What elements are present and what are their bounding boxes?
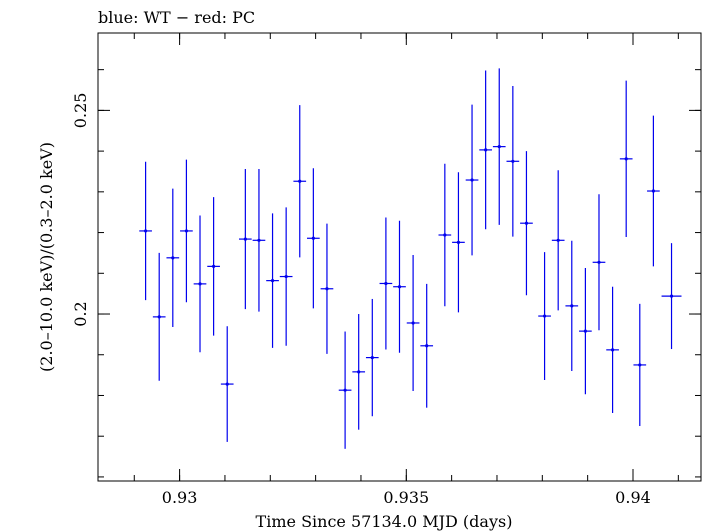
chart-title: blue: WT − red: PC (98, 8, 255, 27)
point-marker (357, 370, 361, 374)
point-marker (325, 287, 329, 291)
data-point (393, 220, 406, 353)
point-marker (343, 388, 347, 392)
point-marker (411, 321, 415, 325)
x-tick-label: 0.93 (162, 488, 198, 507)
data-point (180, 159, 193, 303)
data-point (492, 68, 506, 225)
point-marker (257, 238, 261, 242)
data-point (320, 223, 334, 354)
point-marker (157, 315, 161, 319)
data-point (551, 170, 565, 311)
data-point (379, 217, 393, 350)
data-point (520, 151, 533, 296)
x-axis-label: Time Since 57134.0 MJD (days) (256, 512, 513, 531)
plot-frame (97, 32, 702, 482)
point-marker (542, 314, 547, 318)
point-marker (583, 329, 587, 333)
point-marker (384, 281, 388, 286)
data-point (579, 267, 592, 395)
data-point (592, 194, 606, 331)
point-marker (171, 256, 175, 260)
data-point (438, 163, 452, 307)
point-marker (425, 344, 429, 348)
data-point (279, 207, 293, 346)
point-marker (198, 282, 202, 286)
y-axis-label: (2.0–10.0 keV)/(0.3–2.0 keV) (37, 142, 56, 372)
point-marker (651, 189, 655, 193)
point-marker (511, 159, 515, 163)
point-marker (556, 238, 560, 242)
data-point (220, 326, 234, 442)
data-point (352, 314, 366, 430)
point-marker (212, 264, 216, 268)
data-point (252, 169, 266, 312)
data-point (207, 197, 220, 336)
data-point (465, 104, 479, 256)
data-point (452, 172, 465, 313)
point-marker (497, 145, 501, 149)
point-marker (243, 237, 247, 241)
data-point (479, 70, 492, 230)
point-marker (484, 148, 488, 152)
data-point (565, 240, 579, 372)
point-marker (370, 355, 374, 360)
major-ticks (98, 33, 701, 481)
data-point (633, 303, 647, 427)
data-point (606, 286, 619, 413)
data-point (338, 331, 352, 449)
data-point (266, 213, 279, 348)
point-marker (311, 236, 315, 240)
data-point (307, 168, 320, 309)
data-point (619, 80, 633, 238)
point-marker (270, 279, 275, 283)
data-point (506, 85, 520, 237)
point-marker (597, 260, 601, 264)
data-point (647, 115, 660, 267)
x-tick-label: 0.94 (615, 488, 651, 507)
point-marker (144, 229, 148, 233)
point-marker (470, 178, 474, 182)
data-point (139, 161, 152, 301)
data-point (538, 252, 551, 380)
data-point (420, 283, 434, 408)
data-point (365, 298, 379, 417)
y-tick-label: 0.2 (71, 301, 90, 326)
data-point (661, 243, 682, 350)
point-marker (298, 179, 302, 183)
point-marker (524, 221, 529, 225)
x-tick-label: 0.935 (383, 488, 429, 507)
data-point (293, 105, 307, 258)
y-tick-label: 0.25 (71, 93, 90, 129)
point-marker (456, 240, 461, 244)
data-point (239, 169, 252, 310)
data-point (152, 252, 166, 381)
point-marker (669, 294, 674, 298)
point-marker (570, 304, 574, 308)
point-marker (624, 157, 628, 161)
point-marker (225, 382, 229, 386)
point-marker (184, 229, 189, 233)
point-marker (610, 348, 615, 352)
point-marker (397, 285, 402, 289)
point-marker (284, 274, 288, 279)
y-tick-labels: 0.2 0.25 (71, 93, 90, 327)
data-point (166, 188, 180, 328)
data-point (193, 215, 207, 353)
point-marker (443, 233, 447, 237)
point-marker (638, 363, 642, 367)
data-points (139, 68, 682, 449)
data-point (406, 254, 420, 391)
x-tick-labels: 0.93 0.935 0.94 (162, 488, 651, 507)
